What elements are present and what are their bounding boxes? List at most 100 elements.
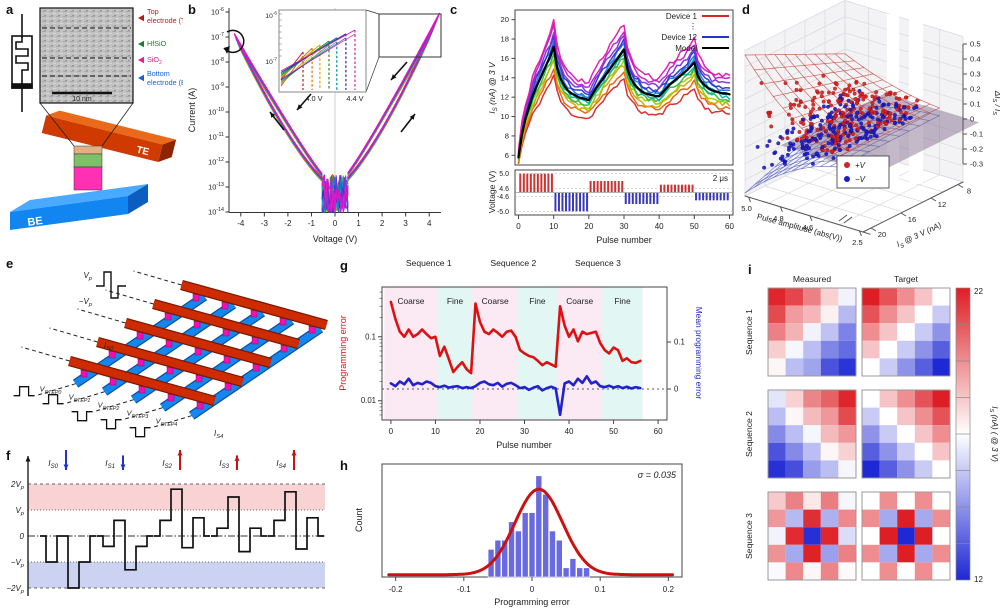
heatmap-cell <box>914 544 933 563</box>
region-label: Fine <box>614 296 631 306</box>
y-tick: 10-12 <box>208 157 224 167</box>
te-label: TE <box>135 145 150 159</box>
heatmap-cell <box>785 460 804 478</box>
heatmap-cell <box>838 544 856 563</box>
left-y-tick: 0.01 <box>361 396 376 405</box>
cycle-arrow-icon <box>223 29 245 54</box>
heatmap-cell <box>897 358 915 376</box>
heatmap-cell <box>879 407 898 426</box>
heatmap-cell <box>914 509 933 528</box>
right-y-tick: 0 <box>674 385 679 394</box>
right-y-tick: 0.1 <box>674 338 685 347</box>
region-label: Fine <box>447 296 464 306</box>
y-tick: 10 <box>501 112 509 121</box>
heatmap-cell <box>862 407 880 426</box>
heatmap-cell <box>897 288 915 306</box>
heatmap-cell <box>820 305 839 324</box>
heatmap-cell <box>785 492 804 510</box>
level-label: −Vp <box>11 558 25 569</box>
heatmap-cell <box>879 509 898 528</box>
heatmap-cell <box>803 460 821 478</box>
heatmap-cell <box>897 442 915 461</box>
heatmap-cell <box>768 562 786 580</box>
y-tick: 10-9 <box>211 82 224 92</box>
heatmap-cell <box>914 460 933 478</box>
x-axis-label: Pulse number <box>596 235 652 245</box>
x-tick: 0 <box>530 585 535 594</box>
vstep-label: VSTEP1 <box>69 393 91 404</box>
histogram-bar <box>576 567 584 578</box>
current-axis-tick: 20 <box>878 230 886 239</box>
column-header: Target <box>894 274 918 284</box>
strip-y-tick: -4.6 <box>497 194 509 201</box>
heatmap-cell <box>820 407 839 426</box>
heatmap-cell <box>803 390 821 408</box>
panel-b-iv-curves: 10-610-710-810-910-1010-1110-1210-1310-1… <box>187 7 442 244</box>
sequence-label: Sequence 2 <box>490 258 536 268</box>
heatmap-cell <box>820 425 839 443</box>
heatmap-cell <box>785 407 804 426</box>
heatmap-seq1_measured <box>767 287 857 377</box>
sequence-label: Sequence 3 <box>575 258 621 268</box>
heatmap-cell <box>897 460 915 478</box>
heatmap-cell <box>914 407 933 426</box>
panel-label-g: g <box>340 258 348 273</box>
sigma-annotation: σ = 0.035 <box>638 470 677 480</box>
y-tick: 10-8 <box>211 57 224 67</box>
heatmap-cell <box>862 425 880 443</box>
heatmap-cell <box>803 305 821 324</box>
heatmap-cell <box>838 358 856 376</box>
waveform-group <box>154 488 210 549</box>
heatmap-cell <box>879 425 898 443</box>
y-axis-label: Count <box>354 508 364 533</box>
heatmap-cell <box>768 492 786 510</box>
heatmap-cell <box>803 425 821 443</box>
layer-label: Bottom <box>147 69 170 78</box>
vp-label: Vp <box>83 271 92 282</box>
heatmap-cell <box>932 460 950 478</box>
x-tick: -4 <box>237 219 245 228</box>
heatmap-cell <box>862 544 880 563</box>
heatmap-cell <box>897 390 915 408</box>
y-tick: 10-10 <box>208 107 224 117</box>
heatmap-cell <box>838 527 856 545</box>
heatmap-cell <box>932 323 950 341</box>
heatmap-cell <box>838 305 856 324</box>
heatmap-cell <box>879 562 898 580</box>
heatmap-cell <box>803 340 821 359</box>
z-tick: -0.2 <box>970 145 983 154</box>
heatmap-cell <box>803 562 821 580</box>
step-glyph <box>42 394 64 405</box>
panel-label-i: i <box>748 262 752 277</box>
heatmap-cell <box>897 527 915 545</box>
z-tick: 0.5 <box>970 40 981 49</box>
top-electrode-bar: TE <box>41 110 177 163</box>
heatmap-cell <box>768 358 786 376</box>
heatmap-cell <box>803 492 821 510</box>
sequence-label: Sequence 1 <box>406 258 452 268</box>
vstep-label: VSTEP3 <box>127 409 149 420</box>
heatmap-cell <box>820 288 839 306</box>
heatmap-cell <box>768 407 786 426</box>
heatmap-cell <box>862 305 880 324</box>
heatmap-cell <box>838 425 856 443</box>
x-tick: 4 <box>427 219 432 228</box>
pulse-label: IS2 <box>162 458 172 470</box>
heatmap-cell <box>803 288 821 306</box>
histogram-bar <box>555 539 563 578</box>
heatmap-cell <box>914 340 933 359</box>
current-axis-tick: 8 <box>967 187 971 196</box>
is4-label: IS4 <box>214 429 223 440</box>
pulse-amplitude-tick: 4.8 <box>773 214 784 223</box>
row-label: Sequence 2 <box>744 411 754 457</box>
panel-label-h: h <box>340 458 348 473</box>
step-glyph <box>100 419 122 430</box>
level-label: 0 <box>20 532 25 541</box>
heatmap-cell <box>897 407 915 426</box>
heatmap-cell <box>785 340 804 359</box>
legend: +V −V <box>836 155 890 189</box>
heatmap-cell <box>914 358 933 376</box>
panel-d-3d-model: 0.5 0.4 0.3 0.2 0.1 0 -0.1 -0.2 -0.3 ΔIS / IS 5.0 4… <box>741 0 1000 250</box>
heatmap-cell <box>932 390 950 408</box>
